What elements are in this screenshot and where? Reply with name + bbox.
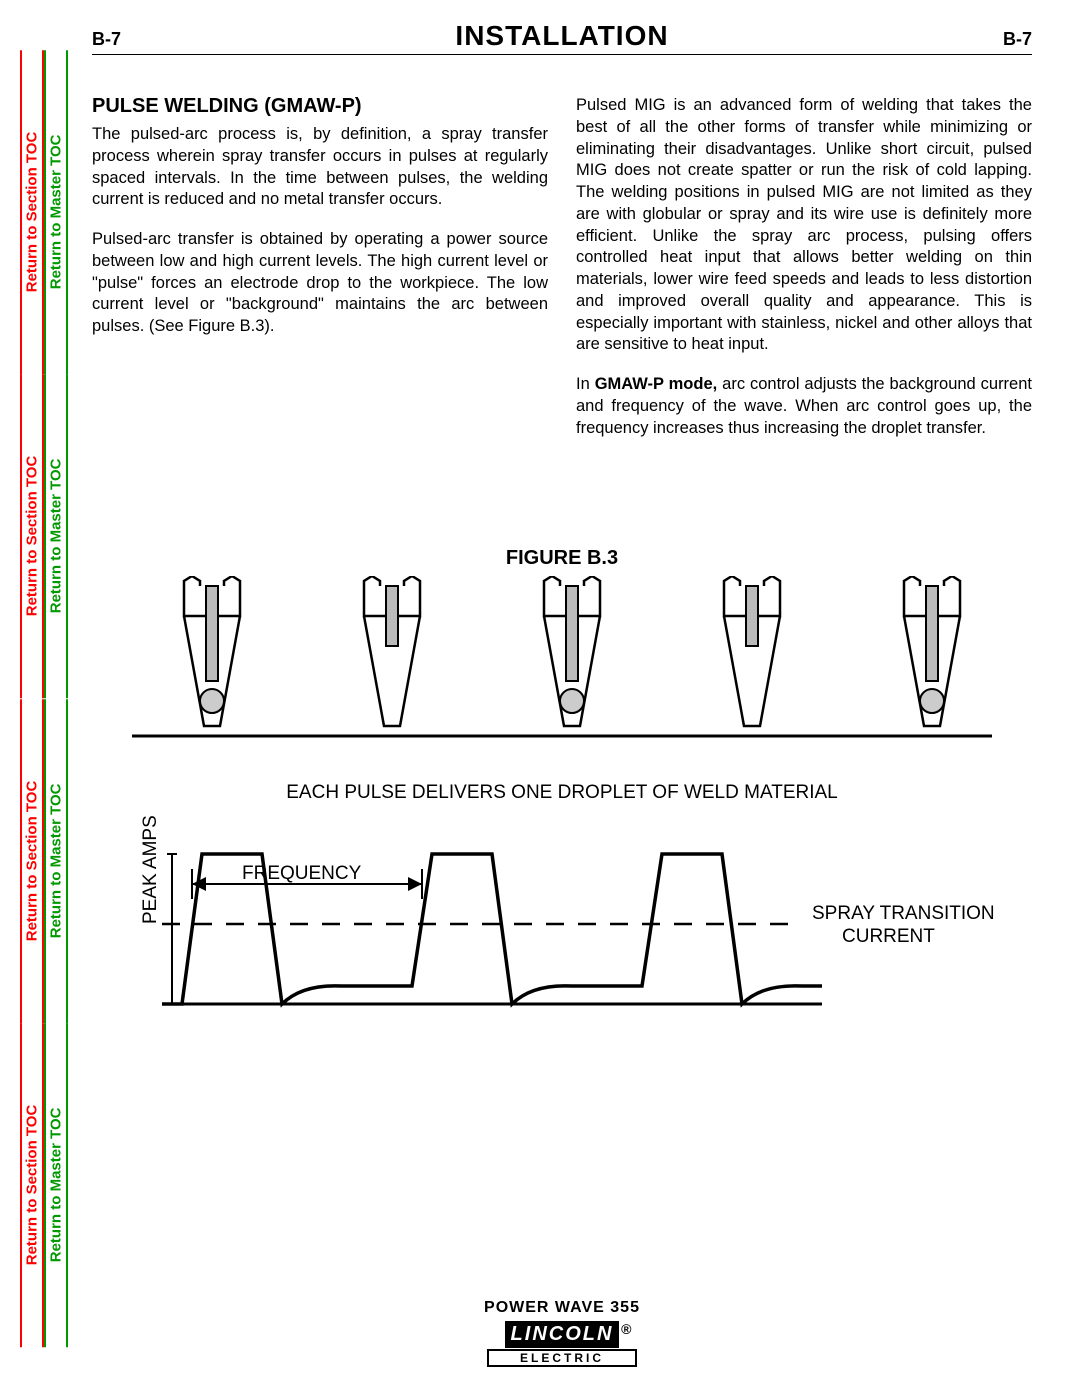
return-section-toc-link[interactable]: Return to Section TOC bbox=[20, 374, 44, 698]
page-header: B-7 INSTALLATION B-7 bbox=[92, 20, 1032, 52]
page-footer: POWER WAVE 355 LINCOLN ® ELECTRIC bbox=[92, 1299, 1032, 1367]
body-paragraph: In GMAW-P mode, arc control adjusts the … bbox=[576, 374, 1032, 439]
logo-top-text: LINCOLN ® bbox=[505, 1321, 620, 1348]
right-column: Pulsed MIG is an advanced form of weldin… bbox=[576, 95, 1032, 457]
return-section-toc-link[interactable]: Return to Section TOC bbox=[20, 1023, 44, 1347]
return-master-toc-link[interactable]: Return to Master TOC bbox=[44, 50, 68, 374]
return-section-toc-link[interactable]: Return to Section TOC bbox=[20, 50, 44, 374]
text-columns: PULSE WELDING (GMAW-P) The pulsed-arc pr… bbox=[92, 95, 1032, 457]
master-toc-column: Return to Master TOC Return to Master TO… bbox=[44, 50, 68, 1347]
return-master-toc-link[interactable]: Return to Master TOC bbox=[44, 374, 68, 698]
page-number-right: B-7 bbox=[1003, 29, 1032, 50]
left-column: PULSE WELDING (GMAW-P) The pulsed-arc pr… bbox=[92, 95, 548, 457]
header-rule bbox=[92, 54, 1032, 55]
page-number-left: B-7 bbox=[92, 29, 121, 50]
spray-transition-label: SPRAY TRANSITION bbox=[812, 903, 995, 924]
registered-mark-icon: ® bbox=[621, 1321, 633, 1337]
sidebar-toc-links: Return to Section TOC Return to Section … bbox=[20, 50, 68, 1347]
figure-nozzles-svg bbox=[102, 576, 1022, 776]
bold-mode-name: GMAW-P mode, bbox=[595, 375, 718, 393]
page-content: B-7 INSTALLATION B-7 PULSE WELDING (GMAW… bbox=[92, 20, 1032, 1377]
text-span: In bbox=[576, 375, 595, 393]
peak-amps-label: PEAK AMPS bbox=[140, 816, 161, 925]
frequency-label: FREQUENCY bbox=[242, 863, 362, 884]
lincoln-electric-logo: LINCOLN ® ELECTRIC bbox=[487, 1321, 637, 1367]
current-label: CURRENT bbox=[842, 926, 935, 947]
footer-model-name: POWER WAVE 355 bbox=[92, 1299, 1032, 1317]
nozzle-group bbox=[184, 576, 960, 726]
figure-b3: FIGURE B.3 EACH PULSE DELIVERS ONE DROPL… bbox=[92, 547, 1032, 1074]
figure-waveform-svg: PEAK AMPS FREQUENCY SPRAY TRANSITION CUR… bbox=[102, 814, 1022, 1074]
figure-caption: EACH PULSE DELIVERS ONE DROPLET OF WELD … bbox=[92, 782, 1032, 804]
subsection-heading: PULSE WELDING (GMAW-P) bbox=[92, 95, 548, 118]
body-paragraph: Pulsed-arc transfer is obtained by opera… bbox=[92, 229, 548, 338]
section-toc-column: Return to Section TOC Return to Section … bbox=[20, 50, 44, 1347]
body-paragraph: Pulsed MIG is an advanced form of weldin… bbox=[576, 95, 1032, 356]
return-master-toc-link[interactable]: Return to Master TOC bbox=[44, 699, 68, 1023]
figure-title: FIGURE B.3 bbox=[92, 547, 1032, 570]
logo-bottom-text: ELECTRIC bbox=[487, 1349, 637, 1367]
return-section-toc-link[interactable]: Return to Section TOC bbox=[20, 699, 44, 1023]
section-title: INSTALLATION bbox=[455, 20, 668, 52]
body-paragraph: The pulsed-arc process is, by definition… bbox=[92, 124, 548, 211]
logo-brand: LINCOLN bbox=[511, 1323, 614, 1345]
return-master-toc-link[interactable]: Return to Master TOC bbox=[44, 1023, 68, 1347]
